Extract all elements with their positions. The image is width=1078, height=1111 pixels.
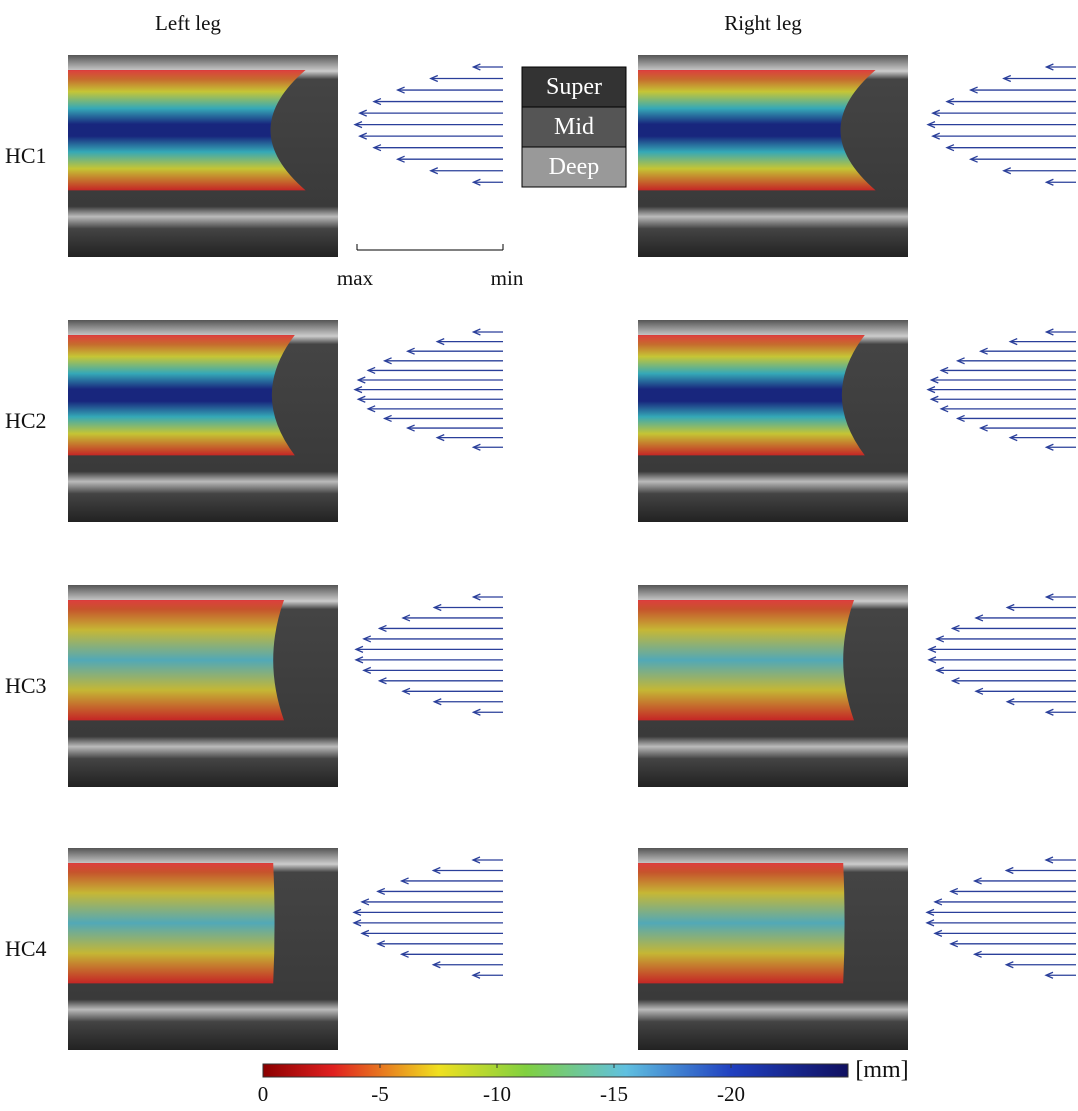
displacement-overlay xyxy=(638,600,854,720)
displacement-overlay xyxy=(68,335,295,455)
row-label: HC1 xyxy=(5,143,47,168)
colorbar-tick-label: 0 xyxy=(258,1082,269,1106)
colorbar-tick-label: -10 xyxy=(483,1082,511,1106)
displacement-overlay xyxy=(68,863,275,983)
displacement-overlay xyxy=(638,335,865,455)
displacement-overlay xyxy=(638,863,845,983)
figure: Left leg Right leg Super Mid Deep max mi… xyxy=(0,0,1078,1106)
colorbar-tick-label: -20 xyxy=(717,1082,745,1106)
scale-label: max xyxy=(337,266,374,290)
scale-label: min xyxy=(491,266,524,290)
colorbar xyxy=(263,1064,848,1077)
displacement-overlay xyxy=(68,70,306,190)
legend-label: Super xyxy=(546,74,602,100)
column-title: Left leg xyxy=(155,11,221,35)
column-title: Right leg xyxy=(724,11,802,35)
row-label: HC3 xyxy=(5,673,47,698)
displacement-overlay xyxy=(638,70,876,190)
row-label: HC2 xyxy=(5,408,47,433)
legend-label: Mid xyxy=(554,114,594,140)
row-label: HC4 xyxy=(5,936,47,961)
legend-label: Deep xyxy=(549,154,600,180)
colorbar-tick-label: -5 xyxy=(371,1082,389,1106)
colorbar-unit: [mm] xyxy=(855,1057,908,1083)
colorbar-tick-label: -15 xyxy=(600,1082,628,1106)
displacement-overlay xyxy=(68,600,284,720)
